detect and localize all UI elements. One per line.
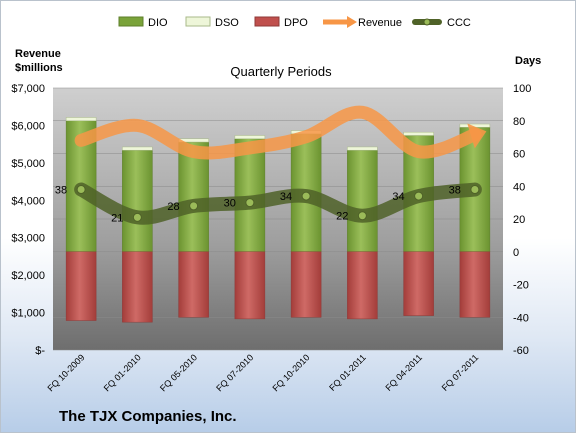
ccc-layer: 38 21 28 30 34 22 34 38 bbox=[55, 182, 482, 225]
category-label: FQ 04-2011 bbox=[383, 352, 424, 393]
bar-dpo bbox=[459, 251, 491, 318]
right-ticks: -60 -40 -20 0 20 40 60 80 100 bbox=[513, 83, 531, 357]
bar-dso bbox=[234, 135, 266, 140]
category-label: FQ 10-2010 bbox=[271, 352, 312, 393]
bar-dso bbox=[403, 131, 434, 136]
right-tick-label: -40 bbox=[513, 312, 529, 324]
category-labels: FQ 10-2009 FQ 01-2010 FQ 05-2010 FQ 07-2010… bbox=[46, 352, 481, 393]
ccc-data-label: 34 bbox=[392, 191, 404, 203]
bar-dso bbox=[122, 146, 153, 151]
bar-dpo bbox=[122, 251, 153, 323]
ccc-data-label: 38 bbox=[449, 185, 461, 197]
bar-dso bbox=[347, 146, 378, 151]
category-label: FQ 05-2010 bbox=[158, 352, 199, 393]
ccc-data-label: 34 bbox=[280, 191, 292, 203]
ccc-data-label: 38 bbox=[55, 185, 67, 197]
ccc-point bbox=[132, 212, 142, 222]
left-tick-label: $1,000 bbox=[11, 308, 45, 320]
legend-arrow-revenue bbox=[347, 16, 357, 28]
legend-label-dso: DSO bbox=[215, 17, 239, 29]
ccc-point bbox=[189, 201, 199, 211]
ccc-point bbox=[245, 198, 255, 208]
ccc-data-label: 30 bbox=[224, 198, 236, 210]
ccc-point bbox=[414, 191, 424, 201]
left-tick-label: $3,000 bbox=[11, 233, 45, 245]
left-ticks: $- $1,000 $2,000 $3,000 $4,000 $5,000 $6,000 $7… bbox=[11, 83, 45, 357]
right-tick-label: 80 bbox=[513, 116, 525, 128]
ccc-point bbox=[357, 211, 367, 221]
bar-dso bbox=[65, 117, 97, 121]
legend-label-dpo: DPO bbox=[284, 17, 308, 29]
bar-dpo bbox=[234, 251, 266, 320]
bar-dio bbox=[347, 149, 378, 253]
revenue-layer bbox=[74, 105, 487, 160]
legend-swatch-dpo bbox=[254, 16, 280, 27]
legend-marker-ccc bbox=[423, 18, 431, 26]
category-label: FQ 10-2009 bbox=[46, 352, 87, 393]
left-axis-title-line2: $millions bbox=[15, 62, 63, 74]
right-tick-label: 40 bbox=[513, 181, 525, 193]
ccc-point bbox=[301, 191, 311, 201]
right-tick-label: 60 bbox=[513, 149, 525, 161]
bar-dpo bbox=[403, 251, 434, 316]
category-label: FQ 07-2010 bbox=[214, 352, 255, 393]
legend-label-revenue: Revenue bbox=[358, 17, 402, 29]
left-tick-label: $6,000 bbox=[11, 120, 45, 132]
bar-dio bbox=[122, 149, 153, 253]
ccc-data-label: 21 bbox=[111, 212, 123, 224]
left-tick-label: $5,000 bbox=[11, 158, 45, 170]
left-tick-label: $7,000 bbox=[11, 83, 45, 95]
company-name: The TJX Companies, Inc. bbox=[59, 408, 237, 425]
category-label: FQ 07-2011 bbox=[440, 352, 481, 393]
right-tick-label: -20 bbox=[513, 280, 529, 292]
left-tick-label: $4,000 bbox=[11, 195, 45, 207]
legend-label-ccc: CCC bbox=[447, 17, 471, 29]
left-tick-label: $- bbox=[35, 345, 45, 357]
ccc-point bbox=[470, 185, 480, 195]
bar-dpo bbox=[347, 251, 378, 320]
legend-swatch-dso bbox=[185, 16, 211, 27]
right-axis-title: Days bbox=[515, 55, 541, 67]
ccc-data-label: 28 bbox=[167, 201, 179, 213]
bar-dpo bbox=[290, 251, 322, 318]
bar-dpo bbox=[178, 251, 209, 318]
plot-title: Quarterly Periods bbox=[230, 64, 332, 79]
legend-label-dio: DIO bbox=[148, 17, 168, 29]
bar-dpo bbox=[65, 251, 97, 321]
legend: DIO DSO DPO Revenue CCC bbox=[118, 16, 471, 29]
ccc-point bbox=[76, 185, 86, 195]
legend-swatch-dio bbox=[118, 16, 144, 27]
right-tick-label: 0 bbox=[513, 247, 519, 259]
revenue-line bbox=[74, 105, 482, 160]
revenue-arrowhead bbox=[467, 123, 487, 149]
ccc-data-label: 22 bbox=[336, 211, 348, 223]
right-tick-label: 20 bbox=[513, 214, 525, 226]
left-tick-label: $2,000 bbox=[11, 270, 45, 282]
category-label: FQ 01-2010 bbox=[102, 352, 143, 393]
right-tick-label: -60 bbox=[513, 345, 529, 357]
left-axis-title-line1: Revenue bbox=[15, 48, 61, 60]
right-tick-label: 100 bbox=[513, 83, 531, 95]
category-label: FQ 01-2011 bbox=[327, 352, 368, 393]
